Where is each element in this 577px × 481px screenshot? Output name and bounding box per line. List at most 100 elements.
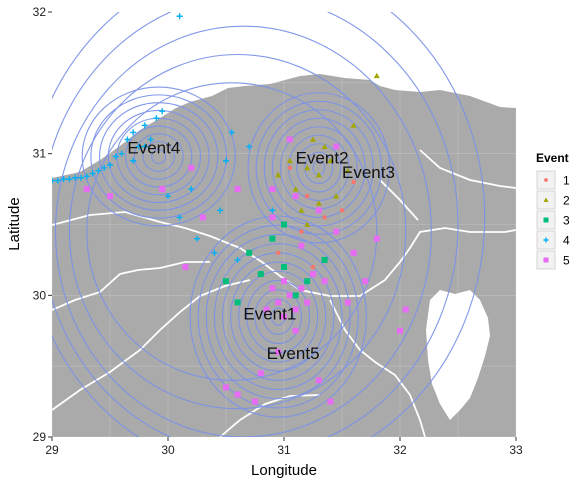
data-point-event-5	[107, 193, 113, 200]
boundary-line	[52, 261, 210, 311]
y-tick-label: 30	[33, 288, 47, 302]
data-point-event-3	[223, 278, 229, 285]
contour-line	[52, 12, 459, 437]
data-point-event-2	[298, 207, 305, 213]
data-point-event-5	[350, 249, 357, 256]
data-point-event-2	[315, 171, 322, 178]
data-point-event-4	[159, 108, 166, 115]
data-point-event-5	[292, 193, 299, 200]
data-point-event-5	[402, 306, 409, 313]
data-point-event-1	[287, 165, 293, 171]
contour-line	[54, 25, 432, 437]
data-point-event-4	[72, 174, 79, 181]
x-tick-label: 33	[509, 443, 523, 457]
data-points	[52, 13, 409, 405]
data-point-event-5	[315, 377, 322, 384]
data-point-event-3	[281, 221, 287, 228]
data-point-event-5	[269, 186, 276, 193]
x-axis-title: Longitude	[251, 462, 317, 479]
contour-line	[304, 151, 334, 184]
contour-line	[238, 270, 319, 363]
data-point-event-4	[147, 136, 154, 143]
legend-label: 2	[563, 194, 570, 208]
contour-line	[263, 109, 374, 227]
data-point-event-5	[315, 207, 322, 214]
legend: Event 1 2 3 4 5	[536, 151, 570, 270]
data-point-event-2	[275, 171, 282, 178]
contour-line	[197, 224, 359, 409]
contour-line	[90, 94, 228, 219]
data-point-event-4	[52, 177, 55, 184]
data-point-event-4	[136, 143, 142, 150]
legend-marker-4	[543, 237, 549, 243]
contour-line	[247, 92, 391, 244]
data-point-event-4	[89, 170, 96, 177]
data-point-event-4	[83, 173, 90, 180]
data-point-event-2	[344, 167, 351, 174]
data-point-event-5	[333, 143, 340, 150]
sea-mediterranean	[52, 12, 516, 178]
data-point-event-5	[298, 285, 305, 292]
data-point-event-4	[107, 162, 113, 168]
data-point-event-2	[286, 157, 293, 164]
data-point-event-4	[234, 256, 241, 263]
data-point-event-4	[176, 13, 183, 20]
data-point-event-3	[281, 264, 287, 270]
contour-line	[68, 53, 407, 410]
data-point-event-1	[304, 193, 310, 199]
contour-line	[205, 233, 351, 400]
contour-line	[189, 215, 367, 418]
contour-line	[230, 261, 327, 372]
y-tick-label: 29	[33, 430, 47, 444]
data-point-event-1	[310, 264, 316, 270]
data-point-event-5	[281, 278, 287, 285]
data-point-event-2	[304, 221, 311, 227]
data-point-event-4	[130, 157, 137, 164]
data-point-event-2	[315, 200, 322, 206]
legend-label: 4	[563, 234, 570, 248]
data-point-event-5	[286, 292, 293, 299]
data-point-event-2	[304, 164, 311, 171]
data-point-event-5	[269, 214, 276, 221]
x-tick-label: 30	[161, 443, 175, 457]
y-tick-label: 32	[33, 5, 47, 19]
data-point-event-5	[333, 228, 340, 235]
data-point-event-1	[275, 250, 281, 256]
data-point-event-2	[373, 72, 380, 79]
contour-line	[81, 86, 236, 227]
data-point-event-5	[286, 136, 293, 143]
data-point-event-4	[194, 235, 200, 242]
x-tick-label: 31	[277, 443, 291, 457]
data-point-event-4	[101, 164, 108, 171]
data-point-event-3	[246, 249, 253, 256]
data-point-event-3	[292, 292, 299, 299]
data-point-event-4	[211, 249, 218, 256]
data-point-event-5	[298, 242, 305, 249]
legend-title: Event	[536, 151, 569, 165]
x-tick-label: 32	[393, 443, 407, 457]
data-point-event-5	[234, 186, 241, 193]
data-point-event-5	[397, 327, 403, 334]
data-point-event-4	[124, 136, 131, 143]
data-point-event-4	[165, 193, 171, 200]
data-point-event-1	[351, 179, 356, 185]
data-point-event-5	[257, 370, 264, 377]
data-point-event-5	[263, 306, 270, 313]
contour-line	[142, 141, 175, 172]
data-point-event-3	[321, 256, 328, 263]
data-point-event-4	[223, 157, 229, 164]
boundary-line	[419, 149, 516, 189]
data-point-event-2	[310, 136, 316, 142]
data-point-event-5	[199, 214, 206, 221]
data-point-event-5	[182, 264, 189, 270]
boundary-line	[329, 299, 426, 437]
legend-label: 1	[563, 174, 570, 188]
contour-line	[125, 125, 193, 188]
data-point-event-4	[141, 122, 148, 129]
contour-line	[296, 143, 342, 193]
event-label: Event2	[296, 149, 349, 168]
data-point-event-5	[159, 186, 166, 193]
data-point-event-3	[269, 235, 276, 242]
event-label: Event5	[267, 344, 320, 363]
